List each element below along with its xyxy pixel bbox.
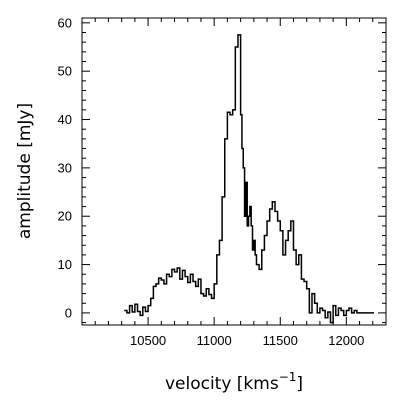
tick-labels: 10500 11000 11500 12000 0 10 20 30 40 50 60 <box>58 15 365 348</box>
y-axis-label: amplitude [mJy] <box>15 103 35 239</box>
plot-frame <box>81 17 387 326</box>
axis-ticks <box>82 18 387 325</box>
y-tick-label: 10 <box>58 257 72 272</box>
y-tick-label: 30 <box>58 160 72 175</box>
x-tick-label: 11500 <box>263 333 298 348</box>
x-tick-label: 10500 <box>130 333 166 348</box>
x-axis-label: velocity [kms−1] <box>165 370 303 394</box>
x-axis-label-suffix: ] <box>296 374 303 394</box>
y-tick-label: 50 <box>58 64 72 79</box>
y-tick-label: 40 <box>58 112 72 127</box>
y-tick-label: 20 <box>58 209 72 224</box>
y-tick-label: 60 <box>58 15 72 30</box>
y-tick-label: 0 <box>65 305 72 320</box>
series-step-line <box>124 34 375 324</box>
x-axis-label-main: velocity [kms <box>165 374 279 394</box>
x-tick-label: 12000 <box>328 333 364 348</box>
x-axis-label-superscript: −1 <box>279 370 297 384</box>
x-tick-label: 11000 <box>197 333 232 348</box>
